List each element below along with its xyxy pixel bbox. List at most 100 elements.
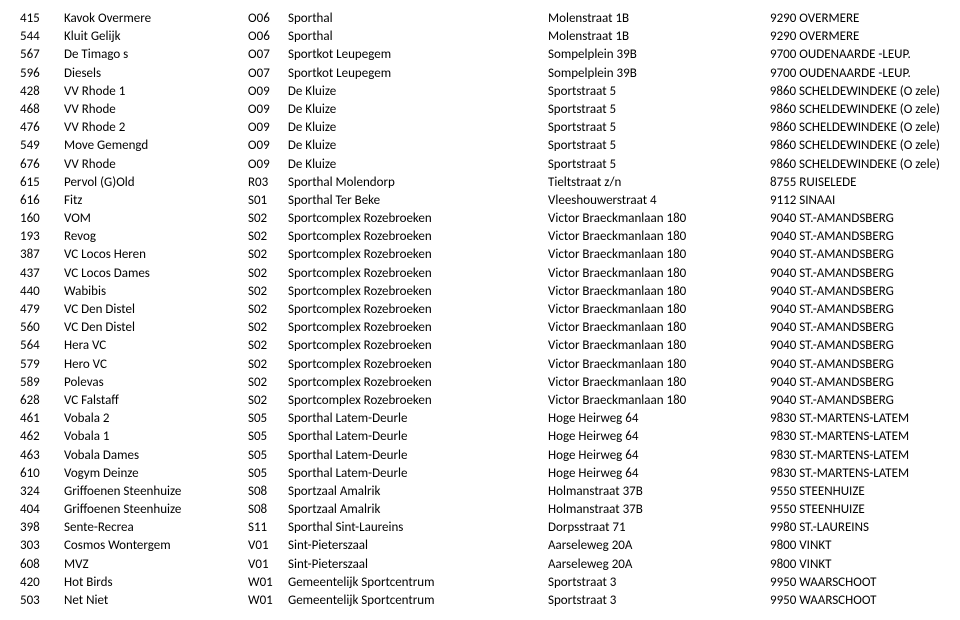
cell-venue: Sporthal Latem-Deurle <box>288 465 548 483</box>
cell-number: 476 <box>20 119 64 137</box>
table-row: 415Kavok OvermereO06SporthalMolenstraat … <box>20 10 940 28</box>
cell-address: Dorpsstraat 71 <box>548 519 770 537</box>
cell-code: O09 <box>248 83 288 101</box>
cell-address: Victor Braeckmanlaan 180 <box>548 228 770 246</box>
cell-club-name: MVZ <box>64 556 248 574</box>
cell-city: 9860 SCHELDEWINDEKE (O zele) <box>770 137 940 155</box>
table-row: 560VC Den DistelS02Sportcomplex Rozebroe… <box>20 319 940 337</box>
cell-club-name: Polevas <box>64 374 248 392</box>
cell-number: 579 <box>20 356 64 374</box>
cell-number: 560 <box>20 319 64 337</box>
cell-club-name: Vobala 2 <box>64 410 248 428</box>
cell-address: Victor Braeckmanlaan 180 <box>548 319 770 337</box>
cell-venue: Gemeentelijk Sportcentrum <box>288 592 548 610</box>
cell-number: 503 <box>20 592 64 610</box>
cell-venue: Sportcomplex Rozebroeken <box>288 392 548 410</box>
cell-venue: Sporthal Ter Beke <box>288 192 548 210</box>
cell-venue: De Kluize <box>288 119 548 137</box>
cell-address: Hoge Heirweg 64 <box>548 410 770 428</box>
cell-club-name: Sente-Recrea <box>64 519 248 537</box>
cell-number: 303 <box>20 537 64 555</box>
cell-club-name: VOM <box>64 210 248 228</box>
cell-number: 564 <box>20 337 64 355</box>
cell-number: 589 <box>20 374 64 392</box>
cell-club-name: Revog <box>64 228 248 246</box>
cell-number: 544 <box>20 28 64 46</box>
cell-code: R03 <box>248 174 288 192</box>
cell-address: Sportstraat 5 <box>548 137 770 155</box>
cell-address: Aarseleweg 20A <box>548 537 770 555</box>
cell-city: 9800 VINKT <box>770 537 940 555</box>
cell-venue: Sportcomplex Rozebroeken <box>288 228 548 246</box>
cell-number: 479 <box>20 301 64 319</box>
cell-club-name: De Timago s <box>64 46 248 64</box>
cell-club-name: Diesels <box>64 65 248 83</box>
cell-number: 676 <box>20 156 64 174</box>
cell-address: Sportstraat 5 <box>548 83 770 101</box>
cell-city: 9860 SCHELDEWINDEKE (O zele) <box>770 101 940 119</box>
cell-club-name: Griffoenen Steenhuize <box>64 501 248 519</box>
cell-address: Holmanstraat 37B <box>548 501 770 519</box>
cell-club-name: Fitz <box>64 192 248 210</box>
table-row: 398Sente-RecreaS11Sporthal Sint-Laureins… <box>20 519 940 537</box>
table-row: 589PolevasS02Sportcomplex RozebroekenVic… <box>20 374 940 392</box>
cell-city: 9700 OUDENAARDE -LEUP. <box>770 65 940 83</box>
cell-city: 9830 ST.-MARTENS-LATEM <box>770 447 940 465</box>
cell-club-name: Griffoenen Steenhuize <box>64 483 248 501</box>
cell-number: 160 <box>20 210 64 228</box>
cell-address: Tieltstraat z/n <box>548 174 770 192</box>
cell-city: 9860 SCHELDEWINDEKE (O zele) <box>770 83 940 101</box>
cell-code: O09 <box>248 119 288 137</box>
table-row: 615Pervol (G)OldR03Sporthal MolendorpTie… <box>20 174 940 192</box>
cell-city: 9040 ST.-AMANDSBERG <box>770 265 940 283</box>
cell-number: 415 <box>20 10 64 28</box>
cell-club-name: Kluit Gelijk <box>64 28 248 46</box>
cell-address: Sportstraat 5 <box>548 119 770 137</box>
cell-number: 610 <box>20 465 64 483</box>
cell-club-name: Hera VC <box>64 337 248 355</box>
cell-code: S05 <box>248 465 288 483</box>
cell-venue: Sportcomplex Rozebroeken <box>288 337 548 355</box>
cell-code: W01 <box>248 574 288 592</box>
cell-number: 463 <box>20 447 64 465</box>
table-row: 461Vobala 2S05Sporthal Latem-DeurleHoge … <box>20 410 940 428</box>
table-row: 468VV RhodeO09De KluizeSportstraat 59860… <box>20 101 940 119</box>
cell-number: 461 <box>20 410 64 428</box>
cell-code: S02 <box>248 265 288 283</box>
cell-city: 9040 ST.-AMANDSBERG <box>770 337 940 355</box>
cell-address: Sportstraat 3 <box>548 592 770 610</box>
cell-code: S05 <box>248 447 288 465</box>
cell-code: S02 <box>248 283 288 301</box>
cell-city: 9040 ST.-AMANDSBERG <box>770 374 940 392</box>
cell-venue: Sportkot Leupegem <box>288 65 548 83</box>
cell-club-name: VV Rhode 1 <box>64 83 248 101</box>
table-row: 440WabibisS02Sportcomplex RozebroekenVic… <box>20 283 940 301</box>
cell-city: 9040 ST.-AMANDSBERG <box>770 228 940 246</box>
cell-number: 324 <box>20 483 64 501</box>
cell-number: 440 <box>20 283 64 301</box>
cell-address: Aarseleweg 20A <box>548 556 770 574</box>
cell-city: 9040 ST.-AMANDSBERG <box>770 210 940 228</box>
cell-code: S02 <box>248 301 288 319</box>
cell-club-name: Vogym Deinze <box>64 465 248 483</box>
cell-venue: Sporthal Latem-Deurle <box>288 428 548 446</box>
table-row: 596DieselsO07Sportkot LeupegemSompelplei… <box>20 65 940 83</box>
cell-club-name: Vobala Dames <box>64 447 248 465</box>
cell-club-name: Net Niet <box>64 592 248 610</box>
cell-club-name: VV Rhode <box>64 101 248 119</box>
cell-city: 9860 SCHELDEWINDEKE (O zele) <box>770 156 940 174</box>
cell-address: Sompelplein 39B <box>548 46 770 64</box>
cell-number: 596 <box>20 65 64 83</box>
cell-code: S02 <box>248 374 288 392</box>
cell-code: O09 <box>248 101 288 119</box>
cell-club-name: VC Den Distel <box>64 301 248 319</box>
cell-number: 428 <box>20 83 64 101</box>
cell-address: Molenstraat 1B <box>548 28 770 46</box>
cell-club-name: VC Locos Heren <box>64 246 248 264</box>
cell-city: 9980 ST.-LAUREINS <box>770 519 940 537</box>
cell-code: O09 <box>248 137 288 155</box>
cell-venue: Sporthal Molendorp <box>288 174 548 192</box>
club-table: 415Kavok OvermereO06SporthalMolenstraat … <box>20 10 940 610</box>
cell-address: Hoge Heirweg 64 <box>548 447 770 465</box>
cell-address: Sportstraat 5 <box>548 101 770 119</box>
